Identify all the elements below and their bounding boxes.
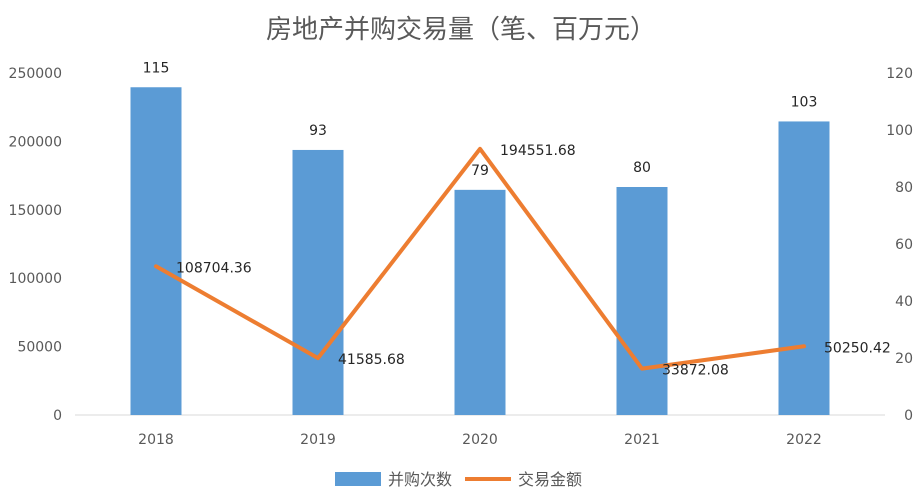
- bar-2021: [616, 187, 668, 415]
- x-axis-tick-label: 2020: [462, 432, 498, 448]
- bar-data-label: 115: [143, 60, 170, 76]
- line-data-label: 194551.68: [500, 143, 576, 159]
- legend: 并购次数 交易金额: [335, 470, 582, 489]
- right-axis-tick-label: 20: [895, 351, 913, 367]
- bar-data-labels: 115 93 79 80 103: [143, 60, 818, 179]
- right-axis-tick-label: 0: [904, 408, 913, 424]
- line-data-label: 41585.68: [338, 352, 405, 368]
- bar-data-label: 103: [791, 94, 818, 110]
- bar-data-label: 79: [471, 163, 489, 179]
- bar-2022: [778, 121, 830, 415]
- line-data-labels: 108704.36 41585.68 194551.68 33872.08 50250.…: [176, 143, 891, 379]
- x-axis-tick-label: 2018: [138, 432, 174, 448]
- right-axis-tick-label: 80: [895, 180, 913, 196]
- line-series-amount: [154, 146, 806, 371]
- bar-2018: [130, 87, 182, 415]
- right-axis: 0 20 40 60 80 100 120: [886, 66, 913, 424]
- bar-2019: [292, 149, 344, 415]
- bar-series: [130, 87, 830, 415]
- left-axis-tick-label: 50000: [17, 340, 62, 356]
- x-axis-tick-label: 2021: [624, 432, 660, 448]
- right-axis-tick-label: 120: [886, 66, 913, 82]
- legend-label-amount: 交易金额: [518, 470, 582, 489]
- left-axis-tick-label: 100000: [9, 271, 62, 287]
- x-axis: 2018 2019 2020 2021 2022: [138, 432, 822, 448]
- bar-2020: [454, 189, 506, 415]
- x-axis-tick-label: 2022: [786, 432, 822, 448]
- legend-label-count: 并购次数: [388, 470, 452, 489]
- chart-title: 房地产并购交易量（笔、百万元）: [266, 15, 656, 45]
- legend-swatch-count: [335, 472, 381, 486]
- left-axis-tick-label: 0: [53, 408, 62, 424]
- line-data-label: 108704.36: [176, 260, 252, 276]
- left-axis-tick-label: 250000: [9, 66, 62, 82]
- right-axis-tick-label: 100: [886, 123, 913, 139]
- line-data-label: 50250.42: [824, 340, 891, 356]
- x-axis-tick-label: 2019: [300, 432, 336, 448]
- line-data-label: 33872.08: [662, 363, 729, 379]
- right-axis-tick-label: 40: [895, 294, 913, 310]
- right-axis-tick-label: 60: [895, 237, 913, 253]
- left-axis-tick-label: 200000: [9, 134, 62, 150]
- left-axis-tick-label: 150000: [9, 203, 62, 219]
- left-axis: 0 50000 100000 150000 200000 250000: [9, 66, 62, 424]
- bar-data-label: 80: [633, 160, 651, 176]
- bar-data-label: 93: [309, 123, 327, 139]
